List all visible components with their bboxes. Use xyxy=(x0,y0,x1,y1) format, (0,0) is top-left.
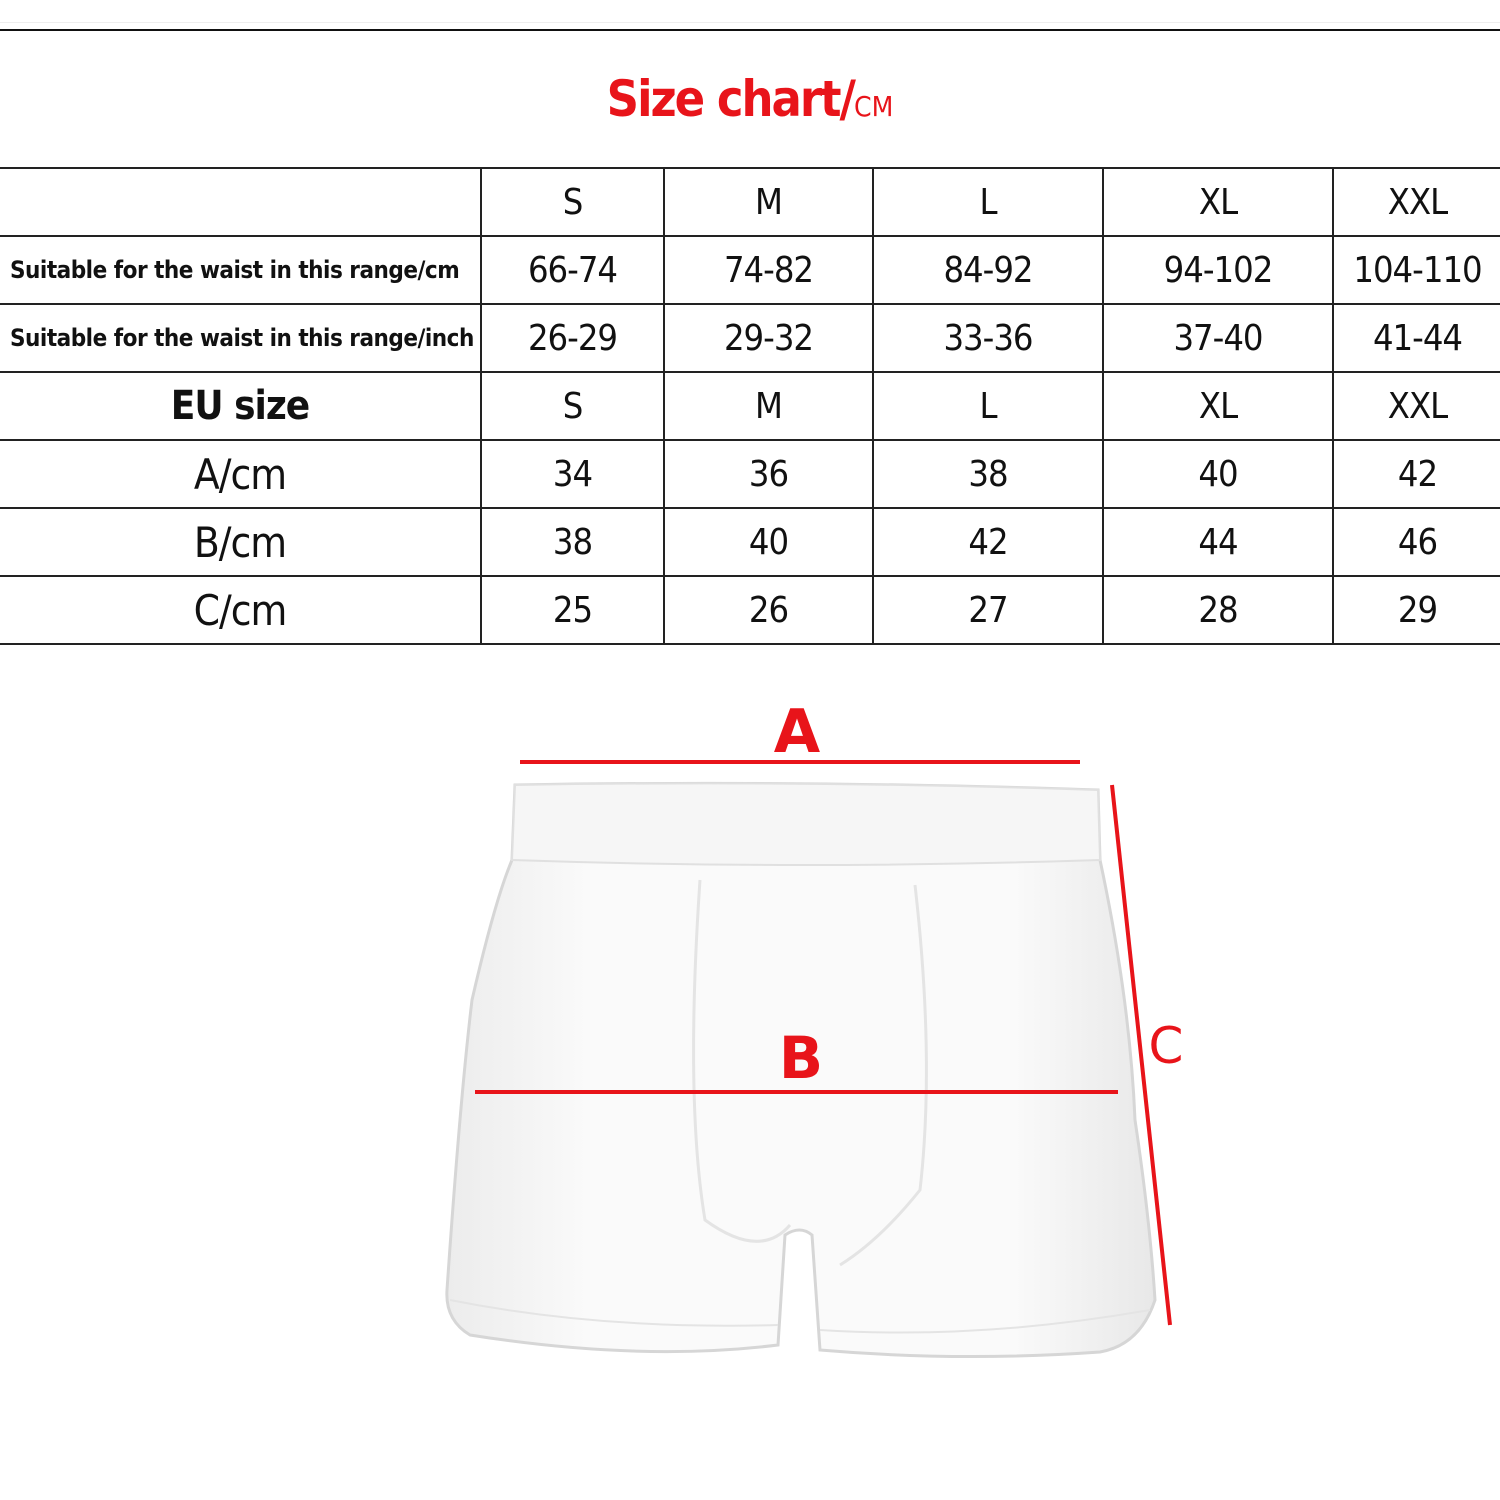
table-cell: 27 xyxy=(872,575,1104,645)
table-cell: XXL xyxy=(1332,371,1500,441)
table-cell: 42 xyxy=(872,507,1104,577)
table-cell: 94-102 xyxy=(1102,235,1334,305)
table-cell: 38 xyxy=(480,507,665,577)
table-cell: 42 xyxy=(1332,439,1500,509)
header-cell: XL xyxy=(1102,167,1334,237)
table-cell: 37-40 xyxy=(1102,303,1334,373)
table-row: C/cm 25 26 27 28 29 xyxy=(0,575,1500,645)
table-cell: 84-92 xyxy=(872,235,1104,305)
table-cell: 36 xyxy=(663,439,874,509)
table-row: Suitable for the waist in this range/inc… xyxy=(0,303,1500,373)
size-table: S M L XL XXL Suitable for the waist in t… xyxy=(0,167,1500,645)
table-header-row: S M L XL XXL xyxy=(0,167,1500,237)
row-label: A/cm xyxy=(0,439,482,509)
table-row: Suitable for the waist in this range/cm … xyxy=(0,235,1500,305)
header-cell: M xyxy=(663,167,874,237)
table-cell: 40 xyxy=(663,507,874,577)
label-b: B xyxy=(779,1024,823,1092)
measure-line-c xyxy=(1110,784,1172,1326)
table-cell: 44 xyxy=(1102,507,1334,577)
row-label: C/cm xyxy=(0,575,482,645)
row-label: B/cm xyxy=(0,507,482,577)
row-label: EU size xyxy=(0,371,482,441)
table-row: A/cm 34 36 38 40 42 xyxy=(0,439,1500,509)
header-cell: XXL xyxy=(1332,167,1500,237)
row-label: Suitable for the waist in this range/cm xyxy=(0,235,482,305)
table-cell: 33-36 xyxy=(872,303,1104,373)
table-cell: 40 xyxy=(1102,439,1334,509)
top-rule xyxy=(0,29,1500,31)
table-cell: 29 xyxy=(1332,575,1500,645)
table-cell: 29-32 xyxy=(663,303,874,373)
table-row: EU size S M L XL XXL xyxy=(0,371,1500,441)
table-cell: 66-74 xyxy=(480,235,665,305)
table-cell: 34 xyxy=(480,439,665,509)
page-title: Size chart/CM xyxy=(0,70,1500,128)
table-cell: 26 xyxy=(663,575,874,645)
table-cell: 46 xyxy=(1332,507,1500,577)
table-row: B/cm 38 40 42 44 46 xyxy=(0,507,1500,577)
title-unit: CM xyxy=(853,90,894,123)
label-c: C xyxy=(1149,1017,1184,1075)
table-cell: 41-44 xyxy=(1332,303,1500,373)
table-cell: 26-29 xyxy=(480,303,665,373)
table-cell: 104-110 xyxy=(1332,235,1500,305)
table-cell: 38 xyxy=(872,439,1104,509)
table-cell: 28 xyxy=(1102,575,1334,645)
row-label: Suitable for the waist in this range/inc… xyxy=(0,303,482,373)
table-cell: 74-82 xyxy=(663,235,874,305)
table-cell: S xyxy=(480,371,665,441)
title-text: Size chart/ xyxy=(606,70,856,128)
top-faint-rule xyxy=(0,22,1500,23)
table-cell: L xyxy=(872,371,1104,441)
label-a: A xyxy=(774,697,821,767)
header-cell xyxy=(0,167,482,237)
table-cell: M xyxy=(663,371,874,441)
boxer-briefs-illustration xyxy=(445,781,1157,1359)
table-cell: XL xyxy=(1102,371,1334,441)
table-cell: 25 xyxy=(480,575,665,645)
header-cell: S xyxy=(480,167,665,237)
header-cell: L xyxy=(872,167,1104,237)
